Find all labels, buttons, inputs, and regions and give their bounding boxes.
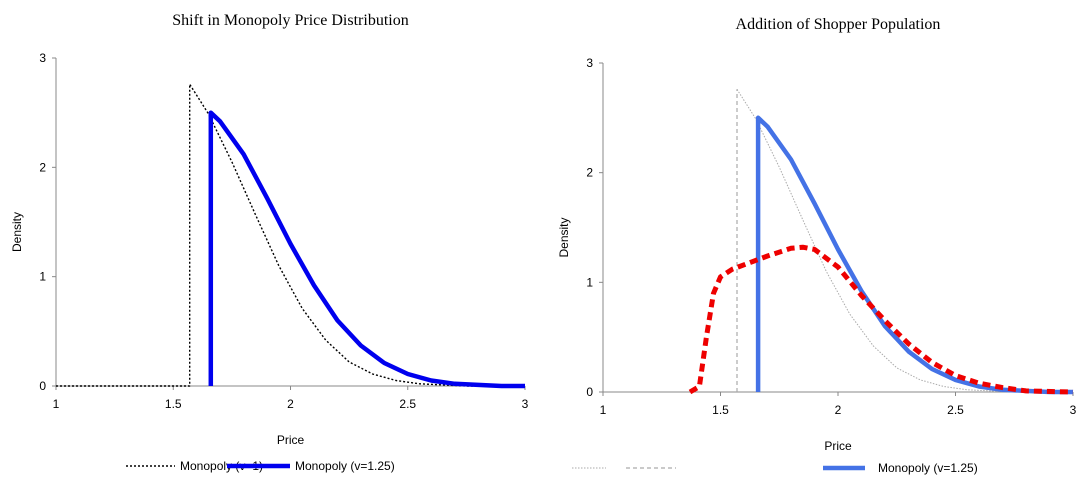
x-tick-label: 1.5 <box>165 397 182 411</box>
x-tick-label: 1 <box>600 403 607 417</box>
y-tick-label: 2 <box>39 160 46 174</box>
y-tick-label: 1 <box>39 270 46 284</box>
chart-title: Addition of Shopper Population <box>736 16 941 33</box>
chart-title: Shift in Monopoly Price Distribution <box>172 12 408 29</box>
y-tick-label: 0 <box>586 385 593 399</box>
x-tick-label: 3 <box>1070 403 1077 417</box>
x-tick-label: 2 <box>835 403 842 417</box>
y-tick-label: 3 <box>39 51 46 65</box>
legend-label: Monopoly (v=1.25) <box>878 461 978 475</box>
y-tick-label: 1 <box>586 275 593 289</box>
legend-label: Monopoly (v=1.25) <box>295 459 395 473</box>
y-axis-label: Density <box>557 217 571 257</box>
x-tick-label: 2.5 <box>399 397 416 411</box>
series-line <box>56 83 525 387</box>
series-line <box>736 89 1073 393</box>
series-line <box>688 244 1074 395</box>
x-axis-label: Price <box>824 439 852 453</box>
series-line <box>208 110 525 389</box>
legend-label: Monopoly (v=1) <box>180 459 263 473</box>
x-tick-label: 2 <box>287 397 294 411</box>
x-axis-label: Price <box>277 433 305 447</box>
y-tick-label: 2 <box>586 166 593 180</box>
y-tick-label: 0 <box>39 379 46 393</box>
y-axis-label: Density <box>10 212 24 252</box>
y-tick-label: 3 <box>586 56 593 70</box>
x-tick-label: 2.5 <box>947 403 964 417</box>
x-tick-label: 1.5 <box>712 403 729 417</box>
x-tick-label: 3 <box>522 397 529 411</box>
x-tick-label: 1 <box>53 397 60 411</box>
